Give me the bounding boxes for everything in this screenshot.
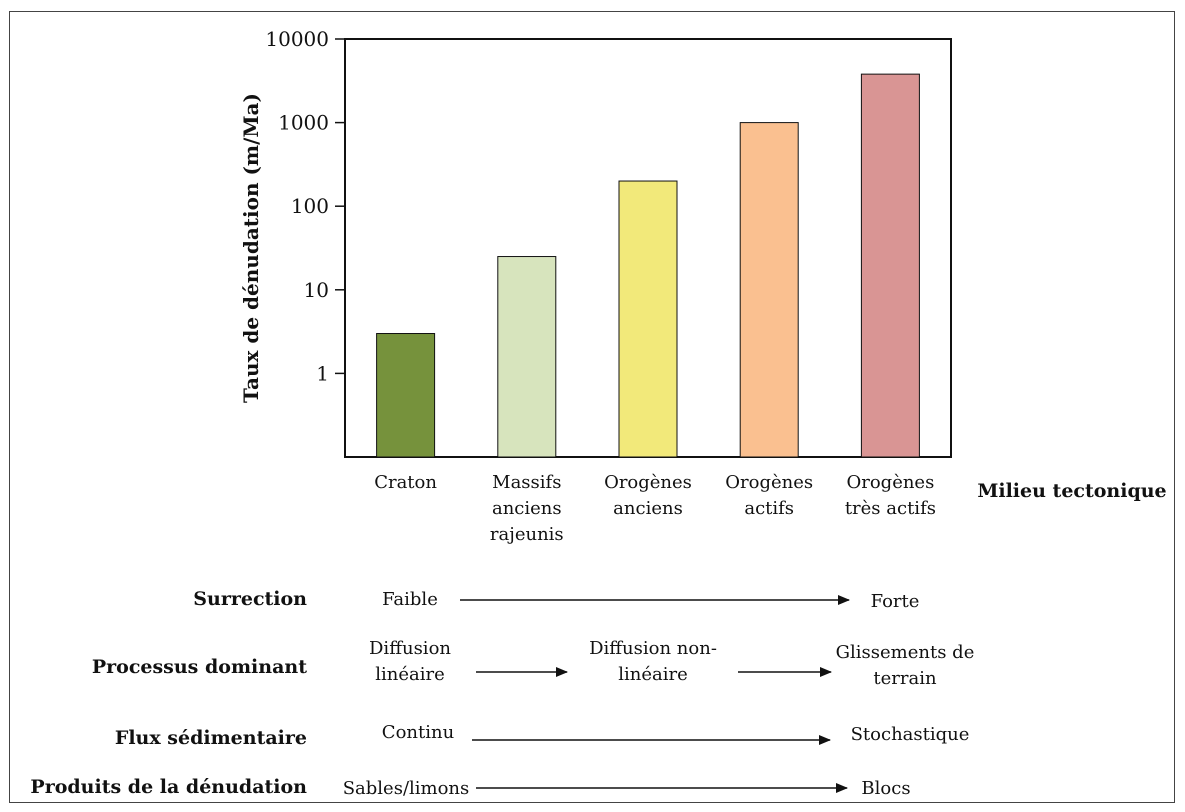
processus-middle: Diffusion non- linéaire [568, 636, 738, 688]
flux-end: Stochastique [850, 724, 970, 745]
processus-middle-line1: Diffusion non- [589, 638, 717, 659]
produits-start: Sables/limons [342, 778, 470, 799]
bars-group [376, 73, 920, 458]
surrection-end: Forte [870, 591, 920, 612]
processus-end: Glissements de terrain [820, 640, 990, 692]
produits-label: Produits de la dénudation [30, 776, 307, 798]
bar-3 [739, 122, 799, 458]
bar-2 [618, 180, 678, 458]
bar-1 [497, 256, 557, 458]
y-axis-label: Taux de dénudation (m/Ma) [239, 93, 263, 403]
surrection-label: Surrection [193, 588, 307, 610]
flux-label: Flux sédimentaire [114, 727, 307, 749]
processus-label: Processus dominant [91, 656, 307, 678]
produits-end: Blocs [861, 778, 911, 799]
processus-start: Diffusion linéaire [350, 636, 470, 688]
x-tick-label-4: Orogènes très actifs [845, 472, 936, 519]
surrection-start: Faible [382, 589, 438, 610]
y-tick-label-3: 1000 [278, 111, 329, 135]
figure-frame [9, 11, 1175, 803]
processus-end-line1: Glissements de [835, 642, 975, 663]
y-tick-label-1: 10 [304, 278, 329, 302]
processus-middle-line2: linéaire [618, 664, 688, 685]
processus-end-line2: terrain [873, 668, 937, 689]
y-tick-label-0: 1 [316, 361, 329, 385]
y-tick-label-4: 10000 [265, 27, 329, 51]
y-tick-label-2: 100 [291, 194, 329, 218]
x-tick-label-1: Massifs anciens rajeunis [490, 472, 564, 545]
y-axis-ticks: 1 10 100 1000 10000 [265, 27, 345, 385]
bar-0 [376, 333, 436, 458]
processus-start-line2: linéaire [375, 664, 445, 685]
x-tick-label-2: Orogènes anciens [604, 472, 692, 519]
bar-4 [860, 73, 920, 458]
processus-start-line1: Diffusion [369, 638, 451, 659]
x-axis-label: Milieu tectonique [977, 480, 1166, 502]
x-tick-label-3: Orogènes actifs [725, 472, 813, 519]
flux-start: Continu [381, 722, 455, 743]
x-axis-tick-labels: Craton Massifs anciens rajeunis Orogènes anci… [374, 472, 936, 545]
x-tick-label-0: Craton [374, 472, 437, 493]
